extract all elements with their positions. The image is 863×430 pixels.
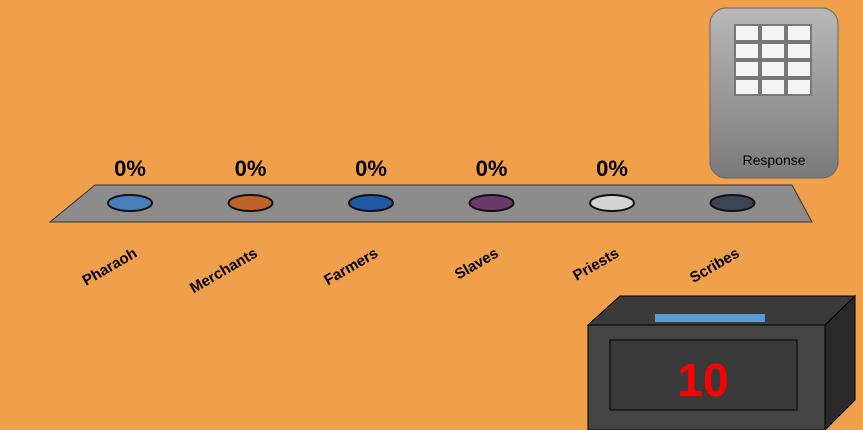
bar [709,194,756,212]
value-label: 0% [114,156,146,181]
bar [348,194,394,212]
response-label[interactable]: Response [742,152,805,168]
value-label: 0% [596,156,628,181]
bar [107,194,153,212]
countdown-value: 10 [677,354,728,406]
bar [589,194,635,212]
box-slot [655,314,765,322]
countdown-box: 10 [586,294,857,430]
bar [468,194,515,212]
bar [227,194,274,212]
box-screen [609,339,798,411]
chart-floor [48,184,813,223]
value-label: 0% [476,156,508,181]
response-icon [734,24,812,96]
response-button[interactable]: Response [709,7,839,179]
value-label: 0% [235,156,267,181]
value-label: 0% [355,156,387,181]
